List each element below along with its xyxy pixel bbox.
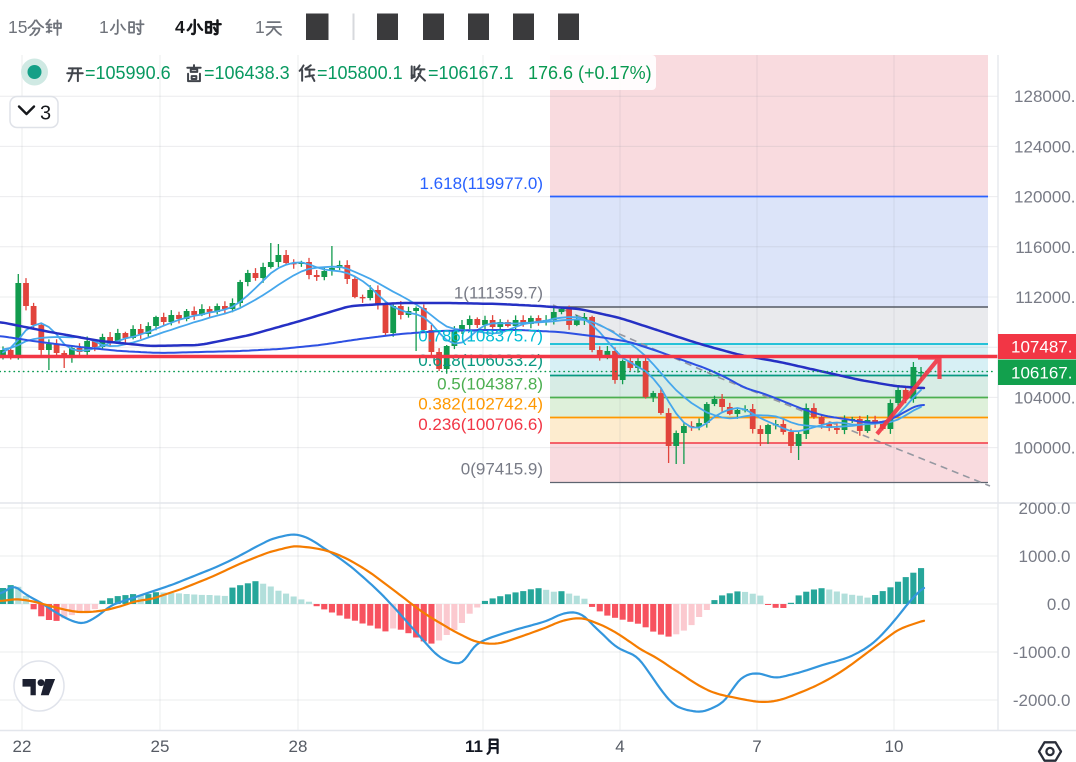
- svg-text:116000.: 116000.: [1015, 238, 1075, 257]
- svg-text:0.5(104387.8): 0.5(104387.8): [437, 375, 543, 394]
- svg-text:0.0: 0.0: [1047, 595, 1071, 614]
- svg-text:28: 28: [289, 737, 308, 756]
- svg-text:0.618(106033.2): 0.618(106033.2): [418, 351, 543, 370]
- svg-text:104000.: 104000.: [1014, 388, 1075, 407]
- svg-text:1: 1: [99, 17, 109, 37]
- svg-text:106167.: 106167.: [1011, 364, 1072, 383]
- svg-text:=105990.6: =105990.6: [85, 63, 171, 83]
- svg-text:1: 1: [255, 17, 265, 37]
- svg-text:107487.: 107487.: [1011, 338, 1072, 357]
- svg-text:7: 7: [752, 737, 761, 756]
- svg-text:3: 3: [40, 103, 51, 125]
- svg-text:=106167.1: =106167.1: [428, 63, 514, 83]
- svg-text:0(97415.9): 0(97415.9): [461, 460, 543, 479]
- svg-text:0.236(100706.6): 0.236(100706.6): [418, 415, 543, 434]
- svg-text:22: 22: [13, 737, 32, 756]
- svg-text:-2000.0: -2000.0: [1013, 691, 1071, 710]
- svg-text:112000.: 112000.: [1015, 288, 1075, 307]
- svg-text:100000.: 100000.: [1014, 439, 1075, 458]
- svg-text:1.618(119977.0): 1.618(119977.0): [419, 174, 543, 193]
- svg-text:4: 4: [615, 737, 624, 756]
- svg-text:4: 4: [175, 17, 185, 37]
- svg-text:128000.: 128000.: [1014, 87, 1075, 106]
- svg-text:0.786(108375.7): 0.786(108375.7): [418, 327, 543, 346]
- svg-text:1(111359.7): 1(111359.7): [454, 284, 543, 303]
- svg-text:=105800.1: =105800.1: [317, 63, 403, 83]
- svg-text:-1000.0: -1000.0: [1013, 643, 1071, 662]
- svg-text:1000.0: 1000.0: [1019, 547, 1071, 566]
- svg-text:10: 10: [885, 737, 904, 756]
- svg-text:0.382(102742.4): 0.382(102742.4): [418, 395, 543, 414]
- svg-text:124000.: 124000.: [1014, 137, 1075, 156]
- svg-text:11: 11: [465, 737, 483, 756]
- svg-text:25: 25: [151, 737, 170, 756]
- svg-text:176.6 (+0.17%): 176.6 (+0.17%): [528, 63, 652, 83]
- svg-text:120000.: 120000.: [1014, 188, 1075, 207]
- svg-text:15: 15: [8, 17, 27, 37]
- svg-text:2000.0: 2000.0: [1019, 499, 1071, 518]
- svg-text:=106438.3: =106438.3: [204, 63, 290, 83]
